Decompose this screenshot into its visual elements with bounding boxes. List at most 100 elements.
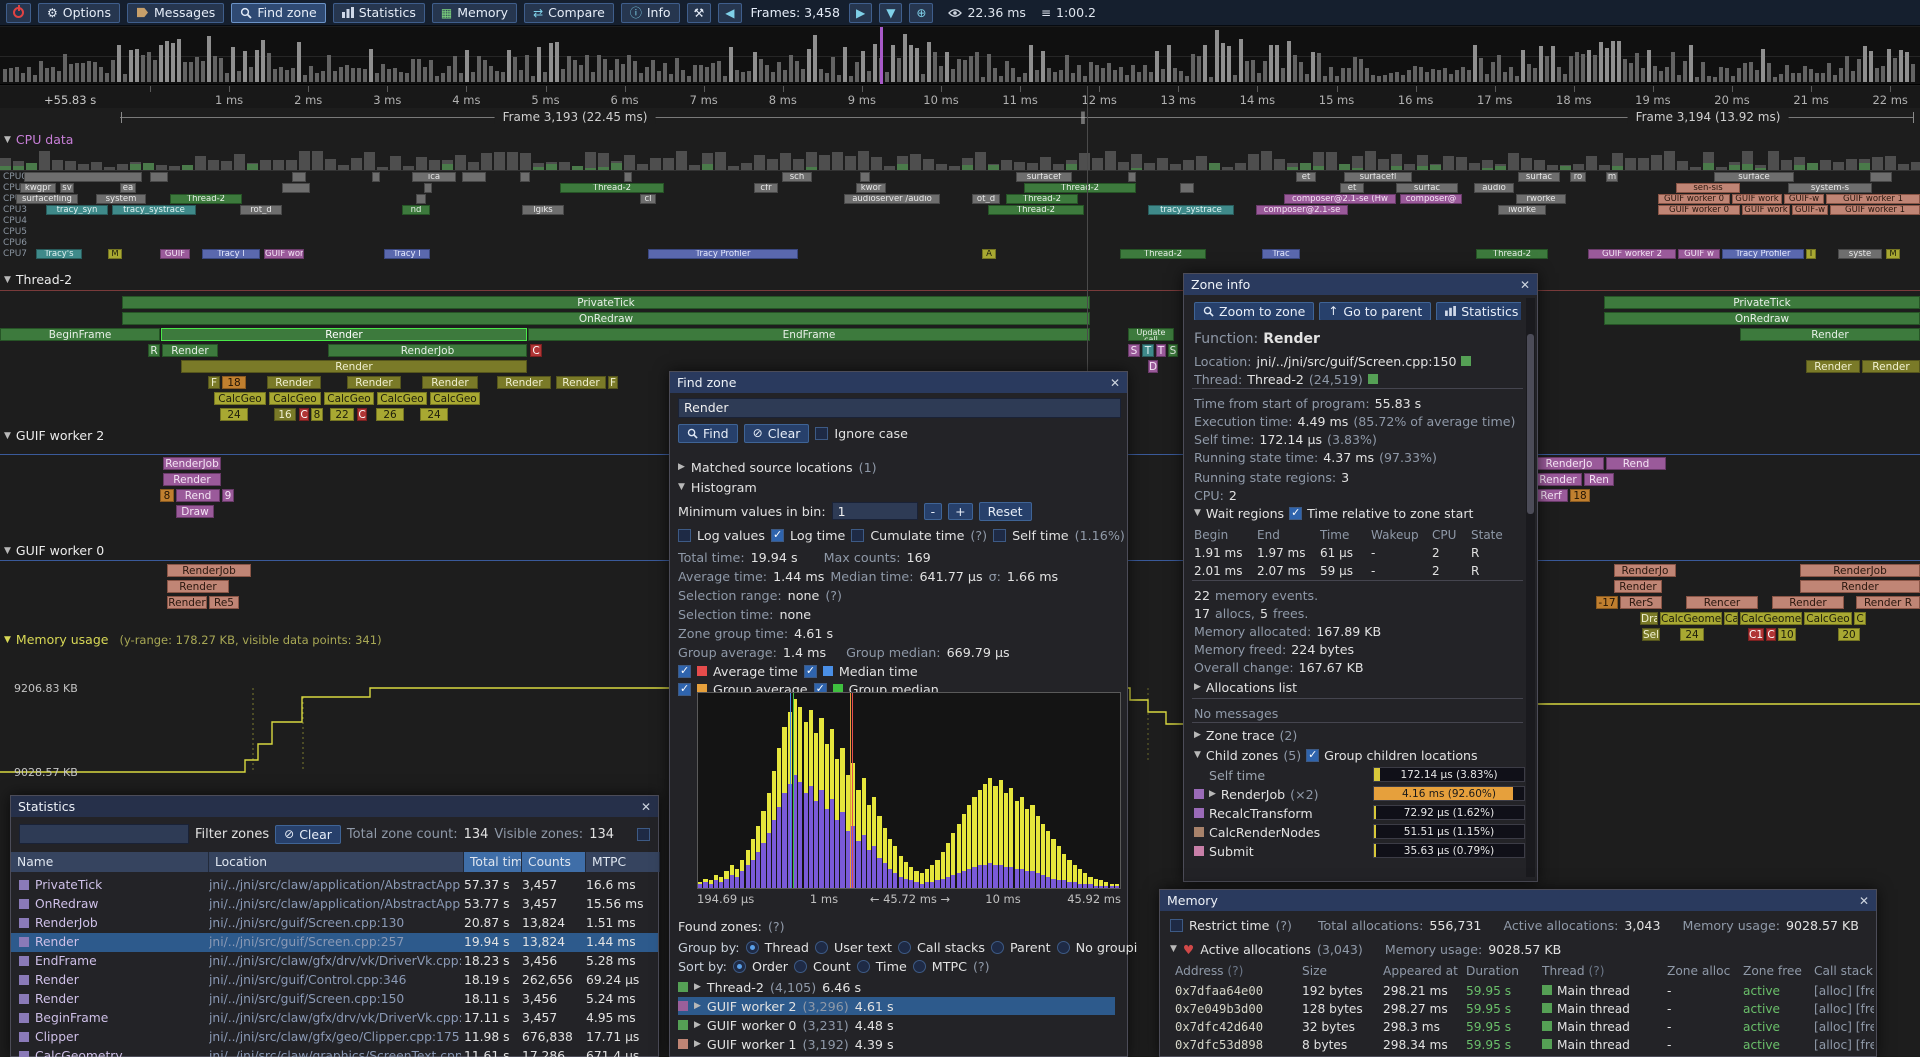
zone[interactable]: Render	[347, 376, 401, 389]
wait-column-header[interactable]: End	[1257, 528, 1280, 542]
cpu-zone[interactable]: GUIF work	[1742, 205, 1790, 215]
statistics-button[interactable]: Statistics	[1436, 302, 1521, 320]
cpu-zone[interactable]: ica	[412, 172, 456, 182]
restrict-time-help[interactable]: (?)	[1275, 917, 1292, 933]
collapse-icon[interactable]: ▼	[1170, 944, 1177, 954]
zone[interactable]: CalcGeomet	[1740, 612, 1802, 625]
expand-icon[interactable]: ▶	[1209, 789, 1216, 799]
cpu-zone[interactable]: Tracy Profiler	[648, 249, 798, 259]
cpu-zone[interactable]: sen-sis	[1676, 183, 1740, 193]
radio-no-groupi[interactable]	[1056, 940, 1070, 954]
cpu-zone[interactable]: GUIF w	[1678, 249, 1720, 259]
cpu-zone[interactable]: GUIF wor	[264, 249, 304, 259]
cpu-zone[interactable]: Thread-2	[1120, 249, 1206, 259]
cpu-zone[interactable]	[1128, 172, 1136, 182]
zone[interactable]: Rend	[1606, 457, 1666, 470]
cpu-zone[interactable]	[1180, 183, 1194, 193]
table-row[interactable]: Render jni/../jni/src/guif/Screen.cpp:150…	[11, 990, 658, 1009]
zone[interactable]: Rerf	[1534, 489, 1568, 502]
cpu-zone[interactable]: composer@2.1-se	[1256, 205, 1348, 215]
zone[interactable]: Ren	[1584, 473, 1614, 486]
zone[interactable]: RenderJob	[328, 344, 527, 357]
zone[interactable]: F	[208, 376, 220, 389]
zone[interactable]: RerS	[1620, 596, 1662, 609]
table-row[interactable]: BeginFrame jni/../jni/src/claw/gfx/drv/vk…	[11, 1009, 658, 1028]
wait-column-header[interactable]: State	[1471, 528, 1503, 542]
zone[interactable]: C	[530, 344, 542, 357]
zone[interactable]: Ca	[1724, 612, 1738, 625]
zone[interactable]: 24	[220, 408, 248, 421]
cpu-zone[interactable]: Thread-2	[560, 183, 664, 193]
cpu-zone[interactable]	[624, 172, 632, 182]
worker0-header[interactable]: ▼ GUIF worker 0	[4, 543, 104, 558]
zone[interactable]: OnRedraw	[122, 312, 1090, 325]
filter-zones-input[interactable]	[19, 824, 189, 844]
cpu-zone[interactable]: Thread-2	[170, 194, 242, 204]
log-time-checkbox[interactable]	[770, 528, 784, 542]
cpu-zone[interactable]: system-s	[1788, 183, 1872, 193]
collapse-icon[interactable]: ▼	[1194, 750, 1201, 760]
allocations-list-label[interactable]: Allocations list	[1205, 679, 1298, 695]
frame-select-button[interactable]: ▼	[879, 2, 903, 23]
radio-call-stacks[interactable]	[897, 940, 911, 954]
zone[interactable]: PrivateTick	[122, 296, 1090, 309]
scrollbar-thumb[interactable]	[1527, 334, 1534, 514]
zone[interactable]: PrivateTick	[1604, 296, 1920, 309]
cpu-zone[interactable]: lgiks	[522, 205, 564, 215]
cpu-zone[interactable]: sch	[782, 172, 812, 182]
zone[interactable]: T	[1142, 344, 1154, 357]
zone[interactable]: Dra	[1640, 612, 1658, 625]
active-allocations-section-label[interactable]: Active allocations	[1200, 941, 1311, 957]
zone[interactable]: OnRedraw	[1604, 312, 1920, 325]
cpu-zone[interactable]	[462, 172, 486, 182]
cpu-zone[interactable]: Thread-2	[988, 205, 1084, 215]
zone[interactable]: CalcGeo	[214, 392, 266, 405]
cpu-zone[interactable]: syste	[1838, 249, 1882, 259]
child-zones-label[interactable]: Child zones	[1205, 747, 1279, 763]
messages-button[interactable]: Messages	[127, 2, 225, 23]
cpu-zone[interactable]: audioserver /audio	[844, 194, 940, 204]
radio-order[interactable]	[732, 959, 746, 973]
cpu-zone[interactable]	[282, 183, 310, 193]
child-zone-row[interactable]: ▶ RenderJob (×2)	[1194, 785, 1521, 803]
zone[interactable]: Rend	[176, 489, 220, 502]
statistics-button[interactable]: Statistics	[332, 2, 425, 23]
cpu-zone[interactable]	[24, 172, 142, 182]
zone[interactable]: F	[608, 376, 618, 389]
cpu-zone[interactable]: Thread-2	[1024, 183, 1136, 193]
cpu-zone[interactable]: GUIF-w	[1784, 194, 1824, 204]
cpu-zone[interactable]: Thread-2	[1476, 249, 1548, 259]
cpu-zone[interactable]: ot_d	[972, 194, 1000, 204]
zone[interactable]: 10	[1778, 628, 1796, 641]
zone[interactable]: 8	[160, 489, 174, 502]
zone[interactable]: Render	[556, 376, 606, 389]
statistics-titlebar[interactable]: Statistics ✕	[11, 796, 658, 817]
group-children-checkbox[interactable]	[1306, 748, 1320, 762]
cpu-zone[interactable]: cl	[640, 194, 656, 204]
cpu-zone[interactable]	[1870, 172, 1892, 182]
time-histogram[interactable]	[697, 692, 1121, 889]
radio-parent[interactable]	[990, 940, 1004, 954]
table-row[interactable]: EndFrame jni/../jni/src/claw/gfx/drv/vk/D…	[11, 952, 658, 971]
find-zone-button[interactable]: Find zone	[231, 2, 326, 23]
zone[interactable]: Render	[497, 376, 551, 389]
zone[interactable]: Render	[167, 580, 229, 593]
help-icon[interactable]: (?)	[1227, 964, 1244, 978]
zone[interactable]: Render	[163, 473, 221, 486]
zone[interactable]: CalcGeo	[1804, 612, 1852, 625]
zone[interactable]: C1	[1748, 628, 1764, 641]
zone[interactable]: Render	[1740, 328, 1920, 341]
table-row[interactable]: Clipper jni/../jni/src/claw/gfx/geo/Clipp…	[11, 1028, 658, 1047]
cpu-zone[interactable]: et	[1296, 172, 1316, 182]
zone[interactable]: Render	[267, 376, 321, 389]
reset-button[interactable]: Reset	[978, 501, 1032, 521]
column-header-location[interactable]: Location	[209, 852, 464, 872]
zone[interactable]: RenderJo	[1534, 457, 1604, 470]
selection-range-help[interactable]: (?)	[825, 587, 842, 603]
frame-overview-minimap[interactable]	[0, 27, 1920, 85]
cpu-zone[interactable]: surfac	[1396, 183, 1458, 193]
child-zone-row[interactable]: CalcRenderNodes	[1194, 823, 1521, 841]
scrollbar[interactable]	[1526, 298, 1535, 877]
cpu-zone[interactable]: system	[96, 194, 146, 204]
zone-group-row[interactable]: ▶ GUIF worker 0 (3,231) 4.48 s	[678, 1016, 1115, 1034]
